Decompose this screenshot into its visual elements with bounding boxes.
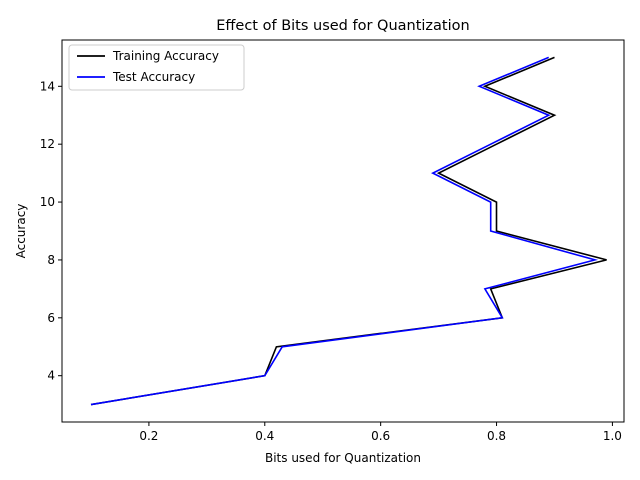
legend-label-2: Test Accuracy [112,70,195,84]
y-tick-label: 8 [47,253,55,267]
x-tick-label: 0.2 [139,429,158,443]
series-line-1 [90,56,607,406]
y-tick-label: 10 [40,195,55,209]
chart-title: Effect of Bits used for Quantization [216,18,469,34]
y-tick-label: 4 [47,369,55,383]
legend: Training Accuracy Test Accuracy [68,44,245,91]
plot-frame [61,39,625,423]
series-line-2 [90,56,599,406]
x-tick-label: 0.8 [487,429,506,443]
series-layer [90,56,607,406]
legend-label-1: Training Accuracy [112,49,219,63]
x-axis-title: Bits used for Quantization [265,451,421,465]
x-tick-label: 1.0 [603,429,622,443]
y-tick-label: 12 [40,137,55,151]
y-tick-label: 6 [47,311,55,325]
x-tick-label: 0.4 [255,429,274,443]
y-tick-label: 14 [40,79,55,93]
y-axis-title: Accuracy [14,204,28,259]
x-tick-label: 0.6 [371,429,390,443]
legend-box [68,44,245,91]
y-axis: 4 6 8 10 12 14 [40,79,62,383]
x-axis: 0.2 0.4 0.6 0.8 1.0 [139,422,622,443]
